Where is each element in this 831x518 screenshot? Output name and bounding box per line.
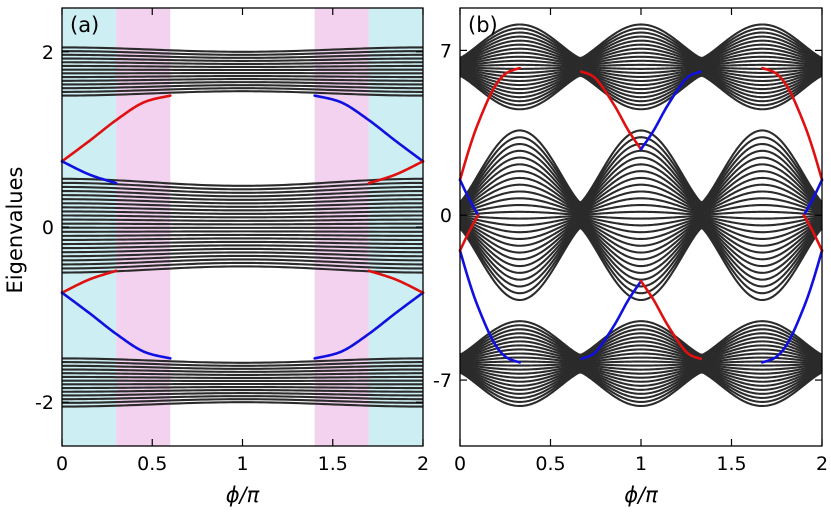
y-tick-label: 0 <box>42 217 54 239</box>
band-2-line-7 <box>460 222 822 259</box>
band-3-line-9 <box>62 377 423 378</box>
band-3-line-15 <box>460 349 822 360</box>
x-tick-label: 1.5 <box>716 453 746 475</box>
y-tick-label: -2 <box>35 392 54 414</box>
y-tick-label: 7 <box>440 40 452 62</box>
x-tick-label: 2 <box>417 453 429 475</box>
panel-label: (a) <box>70 13 99 37</box>
x-tick-label: 1 <box>635 453 647 475</box>
panel-label: (b) <box>468 13 498 37</box>
y-tick-label: 0 <box>440 205 452 227</box>
x-axis-title: ϕ/π <box>226 483 260 507</box>
panel-a: 0 0.5 1 1.5 2 2 0 -2 ϕ/π (a) <box>35 8 429 507</box>
panel-b: 0 0.5 1 1.5 2 7 0 -7 ϕ/π (b) <box>433 8 828 507</box>
band-2-line-10 <box>62 235 423 236</box>
band-2-line-13 <box>62 224 423 225</box>
x-tick-label: 1.5 <box>318 453 348 475</box>
band-2-line-9 <box>62 238 423 240</box>
band-2-line-3 <box>460 226 822 287</box>
band-2-line-14 <box>460 212 822 215</box>
band-2-line-24 <box>460 144 822 204</box>
band-2-line-20 <box>460 171 822 208</box>
x-tick-label: 2 <box>816 453 828 475</box>
band-1-line-12 <box>460 65 822 67</box>
bulk-bands <box>460 24 822 405</box>
x-tick-label: 0.5 <box>535 453 565 475</box>
x-tick-label: 1 <box>236 453 248 475</box>
x-tick-label: 0 <box>56 453 68 475</box>
x-tick-label: 0.5 <box>137 453 167 475</box>
band-2-line-14 <box>62 220 423 221</box>
x-axis-title: ϕ/π <box>624 483 658 507</box>
band-2-line-17 <box>460 191 822 211</box>
band-2-line-10 <box>460 219 822 239</box>
band-1-line-15 <box>460 53 822 64</box>
y-axis-label: Eigenvalues <box>3 167 27 294</box>
edge-states <box>460 68 822 362</box>
band-3-line-6 <box>62 387 423 388</box>
x-tick-label: 0 <box>454 453 466 475</box>
band-1-line-6 <box>62 76 423 77</box>
band-3-line-8 <box>460 367 822 378</box>
y-tick-label: -7 <box>433 370 452 392</box>
band-2-line-13 <box>460 216 822 219</box>
band-1-line-9 <box>62 66 423 67</box>
band-3-line-11 <box>460 364 822 366</box>
band-1-line-8 <box>460 70 822 81</box>
y-tick-label: 2 <box>42 42 54 64</box>
